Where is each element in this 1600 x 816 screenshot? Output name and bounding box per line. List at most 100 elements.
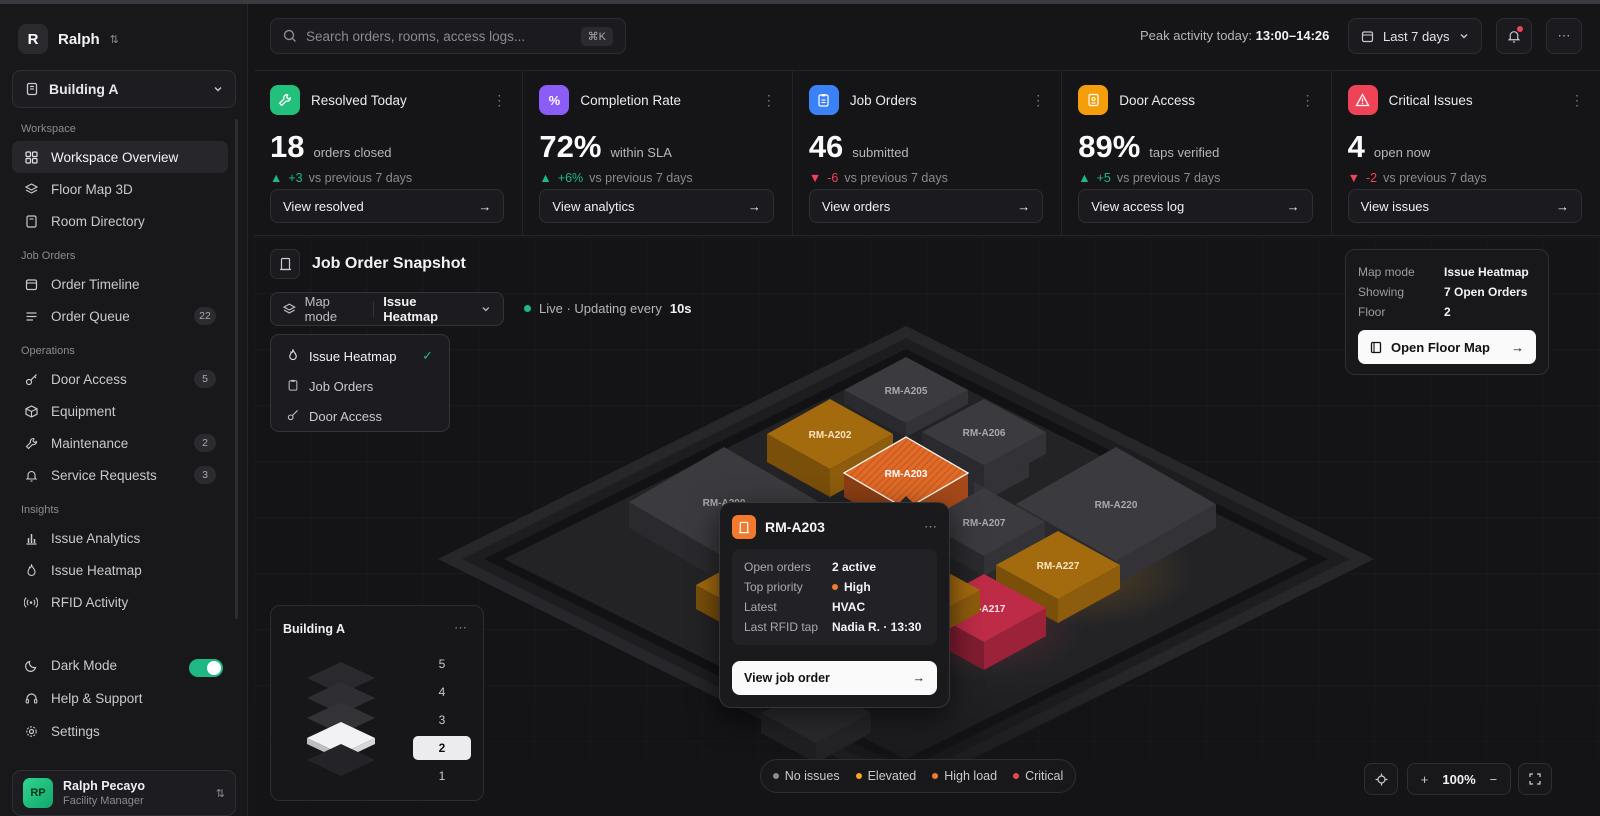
kpi-card-resolved-today: Resolved Today ⋮ 18 orders closed ▲ +3 vs p… (254, 71, 524, 235)
sidebar-item-label: Order Queue (51, 308, 130, 324)
sidebar-item-order-timeline[interactable]: Order Timeline (12, 268, 228, 300)
info-row: Floor 2 (1358, 302, 1536, 322)
bell-icon (24, 468, 38, 482)
fullscreen-button[interactable] (1518, 763, 1552, 795)
mode-option-label: Issue Heatmap (309, 348, 397, 364)
date-range-select[interactable]: Last 7 days (1348, 18, 1482, 54)
kpi-title: Completion Rate (580, 92, 681, 108)
floor-option[interactable]: 5 (438, 657, 446, 671)
more-vertical-icon[interactable]: ⋮ (1570, 91, 1585, 108)
calendar-icon (24, 277, 38, 291)
room-label: RM-A227 (1037, 561, 1080, 572)
view-job-order-label: View job order (744, 671, 830, 685)
map-mode-label: Map mode (304, 294, 338, 324)
sidebar-item-issue-heatmap[interactable]: Issue Heatmap (12, 554, 228, 586)
layers-icon (24, 182, 38, 196)
peak-value: 13:00–14:26 (1255, 28, 1330, 43)
sidebar-item-equipment[interactable]: Equipment (12, 395, 228, 427)
room-block-right-face (1058, 565, 1120, 623)
floor-option[interactable]: 4 (438, 685, 446, 699)
mode-option-door-access[interactable]: Door Access (277, 401, 443, 431)
kpi-title: Critical Issues (1388, 92, 1473, 108)
zoom-out-icon[interactable]: − (1489, 771, 1498, 787)
more-options-button[interactable]: ⋯ (1546, 18, 1582, 54)
legend-item: Elevated (855, 769, 916, 783)
sidebar-item-floor-map-3d[interactable]: Floor Map 3D (12, 173, 228, 205)
floor-option[interactable]: 3 (438, 713, 446, 727)
kpi-unit: open now (1373, 145, 1431, 160)
room-block-right-face (984, 522, 1045, 576)
legend-dot (932, 773, 939, 779)
dark-mode-toggle[interactable] (189, 659, 223, 677)
heatmap-legend: No issues Elevated High load Critical (760, 759, 1076, 793)
help-support-link[interactable]: Help & Support (12, 682, 228, 714)
view-analytics-button[interactable]: View analytics → (539, 189, 774, 223)
job-order-snapshot: RM-A205RM-A220RM-A200RM-A206RM-A202RM-A2… (254, 237, 1600, 816)
more-horizontal-icon[interactable]: ⋯ (454, 620, 467, 635)
info-value: Issue Heatmap (1444, 265, 1529, 279)
sidebar-item-door-access[interactable]: Door Access 5 (12, 363, 228, 395)
room-block[interactable]: RM-A205 (844, 357, 968, 437)
trend-up-icon: ▲ (270, 171, 283, 185)
sidebar-item-room-directory[interactable]: Room Directory (12, 205, 228, 237)
floor-option-selected[interactable]: 2 (413, 736, 471, 760)
kpi-delta: +3 (288, 171, 303, 185)
percent-icon: % (539, 85, 570, 115)
zoom-in-icon[interactable]: + (1420, 771, 1429, 787)
nav-section-workspace: Workspace (21, 123, 76, 135)
trend-up-icon: ▲ (539, 171, 552, 185)
user-menu[interactable]: RP Ralph Pecayo Facility Manager ⇅ (12, 770, 236, 816)
more-vertical-icon[interactable]: ⋮ (1300, 91, 1315, 108)
user-role: Facility Manager (63, 795, 144, 807)
more-vertical-icon[interactable]: ⋮ (761, 91, 776, 108)
sidebar-item-maintenance[interactable]: Maintenance 2 (12, 427, 228, 459)
nav-section-operations: Operations (21, 345, 75, 357)
nav-section-insights: Insights (21, 504, 59, 516)
wrench-icon (24, 436, 38, 450)
door-icon (732, 515, 756, 539)
workspace-switcher[interactable]: R Ralph ⇅ (18, 24, 119, 54)
snapshot-header: Job Order Snapshot (270, 249, 466, 279)
mode-option-issue-heatmap[interactable]: Issue Heatmap ✓ (277, 341, 443, 371)
view-access-log-button[interactable]: View access log → (1078, 189, 1313, 223)
recenter-button[interactable] (1364, 763, 1398, 795)
view-issues-button[interactable]: View issues → (1347, 189, 1583, 223)
popup-key: Latest (744, 600, 777, 614)
mode-option-job-orders[interactable]: Job Orders (277, 371, 443, 401)
settings-link[interactable]: Settings (12, 715, 228, 747)
arrow-right-icon: → (478, 198, 492, 214)
sidebar-item-service-requests[interactable]: Service Requests 3 (12, 459, 228, 491)
popup-room-title: RM-A203 (765, 519, 825, 535)
expand-icon (1529, 773, 1541, 785)
search-input[interactable]: Search orders, rooms, access logs... ⌘K (270, 18, 626, 54)
kpi-compare: vs previous 7 days (1383, 171, 1487, 185)
map-mode-dropdown: Issue Heatmap ✓ Job Orders Door Access (270, 334, 450, 432)
sidebar-item-order-queue[interactable]: Order Queue 22 (12, 300, 228, 332)
floor-option[interactable]: 1 (438, 769, 446, 783)
kpi-action-label: View issues (1360, 198, 1430, 214)
map-mode-select[interactable]: Map mode Issue Heatmap (270, 292, 504, 326)
sidebar-item-label: Service Requests (51, 467, 157, 483)
sidebar-scrollbar[interactable] (235, 119, 238, 619)
building-select[interactable]: Building A (12, 70, 236, 108)
notifications-button[interactable] (1496, 18, 1532, 54)
open-floor-map-label: Open Floor Map (1391, 339, 1490, 355)
settings-label: Settings (51, 723, 100, 739)
more-vertical-icon[interactable]: ⋮ (1031, 91, 1046, 108)
check-icon: ✓ (422, 348, 433, 363)
view-job-order-button[interactable]: View job order → (732, 661, 937, 695)
info-value: 7 Open Orders (1444, 285, 1528, 299)
popup-key: Top priority (744, 580, 803, 594)
kpi-title: Job Orders (849, 92, 917, 108)
more-horizontal-icon[interactable]: ⋯ (924, 519, 937, 534)
legend-item: No issues (772, 769, 840, 783)
sidebar-item-label: RFID Activity (51, 594, 129, 610)
view-resolved-button[interactable]: View resolved → (270, 189, 505, 223)
sidebar-item-issue-analytics[interactable]: Issue Analytics (12, 522, 228, 554)
sidebar-item-rfid-activity[interactable]: RFID Activity (12, 586, 228, 618)
more-vertical-icon[interactable]: ⋮ (492, 91, 507, 108)
sidebar-item-workspace-overview[interactable]: Workspace Overview (12, 141, 228, 173)
kpi-action-label: View analytics (552, 198, 635, 214)
open-floor-map-button[interactable]: Open Floor Map → (1358, 330, 1536, 364)
view-orders-button[interactable]: View orders → (808, 189, 1044, 223)
